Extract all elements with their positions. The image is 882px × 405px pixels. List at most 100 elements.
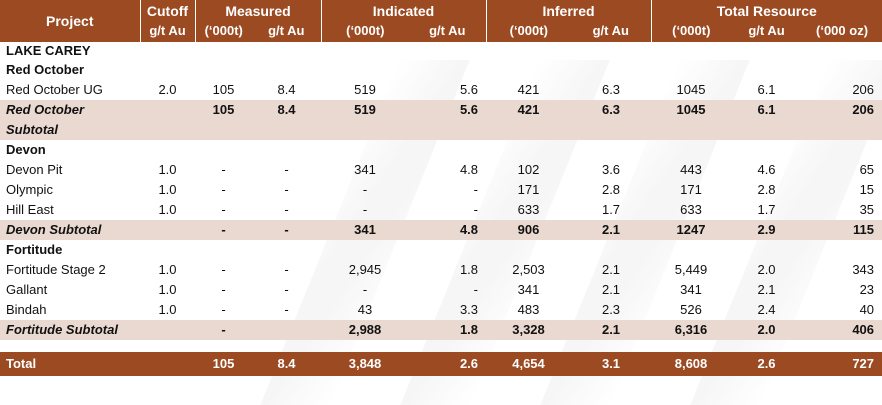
measured-grade-cell: - <box>284 282 289 297</box>
cutoff-cell: 1.0 <box>158 302 177 317</box>
inferred-grade-cell: 3.6 <box>601 162 621 177</box>
inferred-tonnes-cell: 483 <box>517 302 540 317</box>
inferred-grade-cell: 2.1 <box>571 320 652 340</box>
cutoff-cell <box>140 220 195 240</box>
header-cutoff-unit: g/t Au <box>139 21 195 42</box>
cutoff-cell: 1.0 <box>158 202 177 217</box>
subtotal-name: Fortitude Subtotal <box>0 320 140 340</box>
inferred-grade-cell: 2.8 <box>601 182 621 197</box>
indicated-tonnes-cell: - <box>362 202 368 217</box>
measured-tonnes-cell: - <box>221 302 226 317</box>
spacer-row <box>0 340 882 352</box>
cutoff-cell: 1.0 <box>158 162 177 177</box>
total-grade-cell: 2.1 <box>757 282 776 297</box>
project-name: Bindah <box>6 302 47 317</box>
indicated-tonnes-cell: 519 <box>321 100 410 140</box>
inferred-grade-cell: 3.1 <box>571 352 652 376</box>
spacer-cell <box>0 340 882 352</box>
header-project: Project <box>0 0 140 42</box>
total-ounces-cell: 206 <box>802 100 882 140</box>
table-row: Bindah 1.0 - - 43 3.3 483 2.3 526 2.4 40 <box>0 300 882 320</box>
measured-tonnes-cell: 105 <box>195 100 252 140</box>
cutoff-cell: 1.0 <box>158 182 177 197</box>
measured-grade-cell: - <box>284 202 289 217</box>
total-grade-cell: 6.1 <box>757 82 776 97</box>
inferred-tonnes-cell: 3,328 <box>486 320 572 340</box>
total-tonnes-cell: 8,608 <box>651 352 732 376</box>
project-name: Hill East <box>6 202 54 217</box>
inferred-tonnes-cell: 102 <box>517 162 540 177</box>
total-label: Total <box>0 352 140 376</box>
header-indicated-tonnes: (‘000t) <box>320 21 410 42</box>
indicated-tonnes-cell: 341 <box>321 220 410 240</box>
total-ounces-cell: 727 <box>802 352 882 376</box>
subtotal-name: Devon Subtotal <box>0 220 140 240</box>
measured-tonnes-cell: - <box>221 262 226 277</box>
measured-tonnes-cell: - <box>195 220 252 240</box>
cutoff-cell: 1.0 <box>158 262 177 277</box>
header-indicated-grade: g/t Au <box>409 21 487 42</box>
group-label: Red October <box>6 62 85 77</box>
total-ounces-cell: 343 <box>852 262 875 277</box>
inferred-grade-cell: 1.7 <box>601 202 621 217</box>
header-inferred-tonnes: (‘000t) <box>485 21 572 42</box>
inferred-grade-cell: 2.1 <box>601 262 621 277</box>
project-name: Gallant <box>6 282 48 297</box>
subtotal-row: Devon Subtotal - - 341 4.8 906 2.1 1247 … <box>0 220 882 240</box>
project-name: Fortitude Stage 2 <box>6 262 106 277</box>
total-ounces-cell: 65 <box>859 162 875 177</box>
total-grade-cell: 2.0 <box>731 320 803 340</box>
cutoff-cell: 2.0 <box>158 82 177 97</box>
header-measured-tonnes: (‘000t) <box>194 21 252 42</box>
table-row: Red October UG 2.0 105 8.4 519 5.6 421 6… <box>0 80 882 100</box>
group-row: Red October <box>0 60 882 80</box>
total-tonnes-cell: 5,449 <box>674 262 708 277</box>
total-grade-cell: 4.6 <box>757 162 776 177</box>
indicated-tonnes-cell: - <box>362 282 368 297</box>
inferred-tonnes-cell: 4,654 <box>486 352 572 376</box>
region-label: LAKE CAREY <box>6 43 91 58</box>
indicated-tonnes-cell: 3,848 <box>321 352 410 376</box>
header-cutoff: Cutoff <box>139 0 195 21</box>
indicated-tonnes-cell: 341 <box>354 162 376 177</box>
total-ounces-cell: 115 <box>802 220 882 240</box>
total-tonnes-cell: 1045 <box>651 100 732 140</box>
measured-tonnes-cell: - <box>195 320 252 340</box>
measured-tonnes-cell: 105 <box>212 82 235 97</box>
indicated-grade-cell: 1.8 <box>409 320 487 340</box>
total-tonnes-cell: 6,316 <box>651 320 732 340</box>
measured-tonnes-cell: - <box>221 182 226 197</box>
measured-grade-cell: - <box>284 302 289 317</box>
table-row: Olympic 1.0 - - - - 171 2.8 171 2.8 15 <box>0 180 882 200</box>
inferred-tonnes-cell: 421 <box>486 100 572 140</box>
indicated-grade-cell: 4.8 <box>459 162 479 177</box>
measured-grade-cell: - <box>284 162 289 177</box>
measured-grade-cell <box>252 320 322 340</box>
cutoff-cell <box>140 320 195 340</box>
inferred-tonnes-cell: 906 <box>486 220 572 240</box>
cutoff-cell <box>140 352 195 376</box>
total-row: Total 105 8.4 3,848 2.6 4,654 3.1 8,608 … <box>0 352 882 376</box>
total-grade-cell: 1.7 <box>757 202 776 217</box>
total-tonnes-cell: 633 <box>680 202 702 217</box>
inferred-grade-cell: 6.3 <box>571 100 652 140</box>
group-row: Devon <box>0 140 882 160</box>
total-ounces-cell: 23 <box>859 282 875 297</box>
measured-tonnes-cell: 105 <box>195 352 252 376</box>
group-label: Fortitude <box>6 242 63 257</box>
mineral-resource-table: Project Cutoff Measured Indicated Inferr… <box>0 0 882 376</box>
cutoff-cell: 1.0 <box>158 282 177 297</box>
table-row: Devon Pit 1.0 - - 341 4.8 102 3.6 443 4.… <box>0 160 882 180</box>
subtotal-name: Red October Subtotal <box>0 100 140 140</box>
group-label: Devon <box>6 142 46 157</box>
measured-grade-cell: 8.4 <box>277 82 296 97</box>
indicated-tonnes-cell: 519 <box>354 82 376 97</box>
total-tonnes-cell: 341 <box>680 282 702 297</box>
total-grade-cell: 2.0 <box>757 262 776 277</box>
header-inferred-grade: g/t Au <box>571 21 652 42</box>
header-total-resource: Total Resource <box>650 0 882 21</box>
total-tonnes-cell: 171 <box>680 182 702 197</box>
header-total-tonnes: (‘000t) <box>650 21 732 42</box>
measured-tonnes-cell: - <box>221 282 226 297</box>
